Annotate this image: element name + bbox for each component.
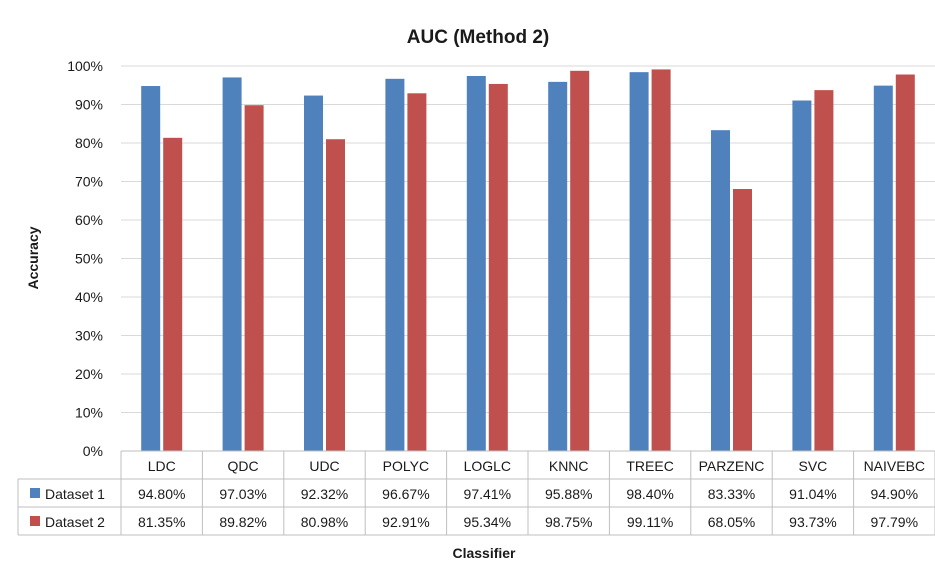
x-tick-label: LDC — [148, 458, 176, 474]
data-label: 80.98% — [301, 514, 348, 530]
y-axis-ticks: 0% 10% 20% 30% 40% 50% 60% 70% 80% 90% 100% — [67, 58, 103, 459]
bar-2-qdc — [244, 105, 264, 452]
data-label: 91.04% — [789, 486, 836, 502]
x-tick-label: QDC — [228, 458, 259, 474]
bar-1-treec — [629, 72, 649, 451]
data-label: 95.34% — [464, 514, 511, 530]
bar-2-ldc — [163, 137, 183, 452]
bar-2-svc — [814, 90, 834, 452]
bar-1-svc — [792, 100, 812, 451]
bar-1-qdc — [222, 77, 242, 451]
bar-2-udc — [326, 139, 345, 452]
data-label: 97.41% — [464, 486, 511, 502]
data-label: 81.35% — [138, 514, 185, 530]
data-label: 68.05% — [708, 514, 755, 530]
bar-1-parzenc — [711, 130, 730, 451]
y-tick-label: 40% — [75, 289, 103, 305]
bar-2-parzenc — [733, 189, 752, 451]
y-tick-label: 70% — [75, 174, 103, 190]
data-table: LDC QDC UDC POLYC LOGLC KNNC TREEC PARZENC SVC NA… — [17, 450, 935, 536]
bar-2-naivebc — [895, 74, 915, 452]
x-tick-label: LOGLC — [464, 458, 511, 474]
bar-2-loglc — [488, 83, 508, 451]
x-axis-label: Classifier — [452, 545, 516, 561]
data-label: 96.67% — [382, 486, 429, 502]
y-tick-label: 90% — [75, 97, 103, 113]
x-tick-label: PARZENC — [699, 458, 765, 474]
data-label: 92.91% — [382, 514, 429, 530]
x-tick-label: UDC — [309, 458, 339, 474]
bar-1-loglc — [466, 75, 486, 451]
data-label: 94.80% — [138, 486, 185, 502]
bar-1-udc — [304, 95, 323, 452]
bar-2-polyc — [407, 93, 427, 451]
data-label: 89.82% — [219, 514, 266, 530]
y-tick-label: 50% — [75, 251, 103, 267]
bar-1-polyc — [385, 78, 405, 452]
x-tick-label: NAIVEBC — [864, 458, 925, 474]
data-label: 95.88% — [545, 486, 592, 502]
y-tick-label: 30% — [75, 328, 103, 344]
data-label: 98.40% — [626, 486, 673, 502]
x-tick-label: TREEC — [626, 458, 673, 474]
y-tick-label: 20% — [75, 366, 103, 382]
bar-1-ldc — [141, 86, 161, 452]
legend-swatch-2 — [30, 516, 40, 526]
legend-label: Dataset 2 — [45, 514, 105, 530]
x-tick-label: SVC — [799, 458, 828, 474]
data-label: 97.79% — [871, 514, 918, 530]
x-tick-label: KNNC — [549, 458, 589, 474]
data-label: 97.03% — [219, 486, 266, 502]
data-label: 92.32% — [301, 486, 348, 502]
data-label: 94.90% — [871, 486, 918, 502]
y-tick-label: 100% — [67, 58, 103, 74]
y-tick-label: 60% — [75, 212, 103, 228]
y-tick-label: 80% — [75, 135, 103, 151]
data-label: 93.73% — [789, 514, 836, 530]
data-label: 99.11% — [627, 514, 673, 530]
legend-swatch-1 — [30, 488, 40, 498]
legend-label: Dataset 1 — [45, 486, 105, 502]
bars — [141, 69, 915, 452]
y-tick-label: 10% — [75, 405, 103, 421]
data-label: 83.33% — [708, 486, 755, 502]
bar-2-treec — [651, 69, 671, 451]
bar-1-knnc — [548, 81, 568, 451]
y-axis-label: Accuracy — [25, 226, 41, 289]
y-tick-label: 0% — [83, 443, 103, 459]
data-label: 98.75% — [545, 514, 592, 530]
bar-1-naivebc — [873, 85, 893, 451]
bar-2-knnc — [570, 70, 590, 451]
x-tick-label: POLYC — [383, 458, 429, 474]
chart-title: AUC (Method 2) — [407, 27, 549, 48]
